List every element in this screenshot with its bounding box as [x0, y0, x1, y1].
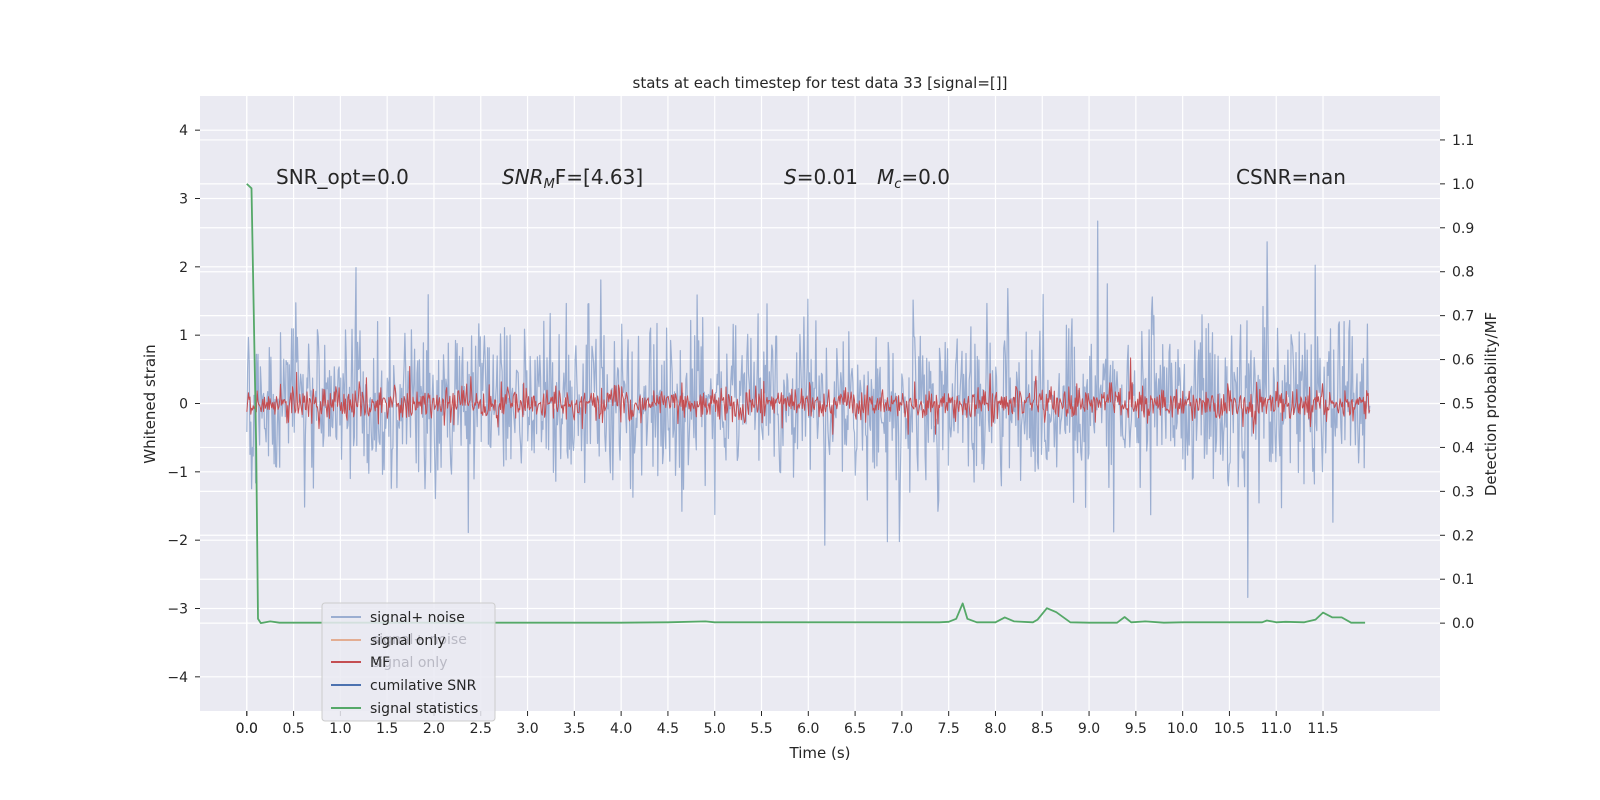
y-tick-label-right: 0.2	[1452, 528, 1474, 544]
x-tick-label: 11.0	[1261, 721, 1292, 737]
x-tick-label: 0.0	[236, 721, 258, 737]
y-tick-label-left: 1	[179, 328, 188, 344]
x-tick-label: 3.0	[516, 721, 538, 737]
axis-ticks: 0.0 0.0 0.5 1.0 1.5 2.0 2.5 3.0 3.5 4.0 4.5 5.0 5.5 6…	[167, 123, 1474, 737]
x-tick-label: 0.5	[282, 721, 304, 737]
legend-ghost-2: signal only	[372, 655, 447, 671]
y-tick-label-left: −4	[167, 670, 188, 686]
y-tick-label-left: 2	[179, 260, 188, 276]
annotation-s-rest: =0.01	[797, 165, 858, 189]
x-tick-label: 6.0	[797, 721, 819, 737]
y-axis-label-right: Detection probability/MF	[1482, 312, 1500, 496]
x-tick-label: 8.0	[984, 721, 1006, 737]
y-tick-label-right: 0.5	[1452, 397, 1474, 413]
annotation-mc-rest: =0.0	[901, 165, 950, 189]
legend-entry: signal statistics	[331, 701, 478, 717]
y-tick-label-right: 0.0	[1452, 616, 1474, 632]
annotations: SNR_opt=0.0 SNRMF=[4.63] S=0.01 Mc=0.0 C…	[276, 165, 1346, 192]
y-tick-label-left: −3	[167, 602, 188, 618]
annotation-s-main: S	[784, 165, 797, 189]
x-tick-label: 2.5	[470, 721, 492, 737]
x-tick-label: 9.0	[1078, 721, 1100, 737]
legend-entry: cumilative SNR	[331, 678, 477, 694]
annotation-mc-main: M	[877, 165, 894, 189]
annotation-snr-mf-rest: F=[4.63]	[555, 165, 643, 189]
x-tick-label: 9.5	[1125, 721, 1147, 737]
x-tick-label: 11.5	[1307, 721, 1338, 737]
y-tick-label-left: −2	[167, 533, 188, 549]
x-tick-label: 1.5	[376, 721, 398, 737]
y-axis-label-left: Whitened strain	[141, 344, 159, 463]
x-tick-label: 2.0	[423, 721, 445, 737]
annotation-mc-sub: c	[894, 177, 901, 192]
x-tick-label: 3.5	[563, 721, 585, 737]
x-tick-label: 4.5	[657, 721, 679, 737]
x-tick-label: 5.5	[750, 721, 772, 737]
legend-label-mf: MF	[370, 655, 390, 671]
x-tick-label: 5.0	[704, 721, 726, 737]
x-tick-label: 4.0	[610, 721, 632, 737]
annotation-s: S=0.01	[784, 165, 858, 189]
x-axis-label: Time (s)	[789, 744, 851, 762]
y-tick-label-right: 0.1	[1452, 572, 1474, 588]
series-signal-plus-noise	[246, 220, 1371, 598]
y-tick-label-left: 3	[179, 192, 188, 208]
x-tick-label: 6.5	[844, 721, 866, 737]
annotation-csnr: CSNR=nan	[1236, 165, 1346, 189]
x-tick-label: 8.5	[1031, 721, 1053, 737]
y-tick-label-right: 0.7	[1452, 309, 1474, 325]
y-tick-label-right: 0.9	[1452, 221, 1474, 237]
x-tick-label: 7.0	[891, 721, 913, 737]
x-tick-label: 10.5	[1214, 721, 1245, 737]
y-tick-label-left: 0	[179, 397, 188, 413]
x-tick-label: 7.5	[938, 721, 960, 737]
legend-ghost-text: signal+ noise signal only	[372, 632, 467, 671]
y-tick-label-right: 1.0	[1452, 177, 1474, 193]
legend-entry: MF	[331, 655, 390, 671]
x-tick-label: 0.0	[236, 721, 258, 737]
x-tick-label: 1.0	[329, 721, 351, 737]
y-tick-label-left: −1	[167, 465, 188, 481]
legend-label-csnr: cumilative SNR	[370, 678, 477, 694]
legend-label-stats: signal statistics	[370, 701, 478, 717]
legend-ghost-1: signal+ noise	[372, 632, 467, 648]
annotation-snr-opt: SNR_opt=0.0	[276, 165, 409, 189]
chart-title: stats at each timestep for test data 33 …	[633, 74, 1008, 92]
x-tick-label: 10.0	[1167, 721, 1198, 737]
legend-label-signal-only: signal only	[370, 633, 445, 649]
legend-entry: signal only	[331, 633, 445, 649]
series-mf	[246, 357, 1371, 435]
annotation-mc: Mc=0.0	[877, 165, 950, 192]
legend-label-signal-noise: signal+ noise	[370, 610, 465, 626]
annotation-snr-mf: SNRMF=[4.63]	[502, 165, 643, 192]
y-tick-label-right: 0.6	[1452, 353, 1474, 369]
annotation-snr-mf-main: SNR	[502, 165, 544, 189]
legend: signal+ noise signal only signal+ noise …	[321, 602, 496, 722]
y-tick-label-right: 0.3	[1452, 484, 1474, 500]
y-tick-label-right: 1.1	[1452, 133, 1474, 149]
legend-box	[321, 602, 496, 722]
y-tick-label-right: 0.4	[1452, 440, 1474, 456]
y-tick-label-left: 4	[179, 123, 188, 139]
y-tick-label-right: 0.8	[1452, 265, 1474, 281]
legend-entry: signal+ noise	[331, 610, 465, 626]
annotation-snr-mf-sub: M	[544, 177, 555, 192]
